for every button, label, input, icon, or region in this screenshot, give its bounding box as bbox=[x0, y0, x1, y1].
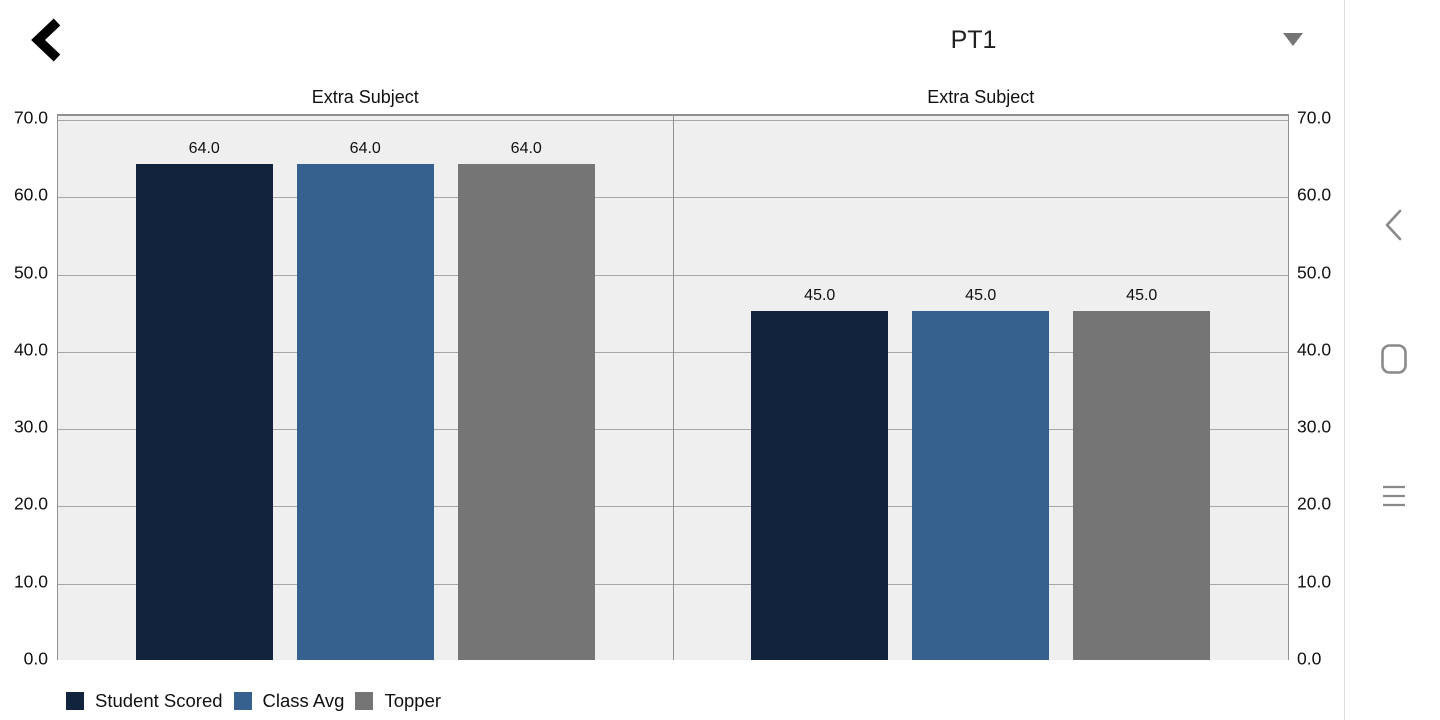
bar-value-label: 45.0 bbox=[1126, 287, 1158, 305]
legend-item: Class Avg bbox=[233, 690, 345, 712]
y-axis-tick: 50.0 bbox=[1297, 262, 1332, 283]
exam-selector-value: PT1 bbox=[950, 26, 997, 54]
y-axis-tick: 20.0 bbox=[1297, 493, 1332, 514]
y-axis-tick: 40.0 bbox=[1297, 339, 1332, 360]
bar-value-label: 64.0 bbox=[510, 140, 542, 158]
back-button[interactable] bbox=[18, 10, 74, 70]
bar-group: 45.0 45.0 45.0 bbox=[674, 287, 1289, 660]
legend-swatch bbox=[233, 692, 252, 710]
bar-topper[interactable]: 45.0 bbox=[1073, 287, 1211, 660]
caret-down-icon bbox=[1283, 33, 1303, 46]
panel-title: Extra Subject bbox=[311, 87, 419, 107]
y-axis-tick: 40.0 bbox=[13, 339, 48, 360]
legend-label: Class Avg bbox=[262, 690, 345, 711]
bar-value-label: 45.0 bbox=[965, 287, 997, 305]
nav-recents-button[interactable] bbox=[1360, 462, 1428, 530]
y-axis-tick: 0.0 bbox=[1297, 648, 1322, 669]
bar-topper[interactable]: 64.0 bbox=[457, 140, 595, 660]
y-axis-tick: 50.0 bbox=[13, 262, 48, 283]
legend-item: Student Scored bbox=[66, 690, 223, 712]
nav-bar-divider bbox=[1344, 0, 1345, 720]
gridline bbox=[673, 274, 1288, 276]
nav-back-icon bbox=[1385, 209, 1402, 241]
nav-back-button[interactable] bbox=[1360, 191, 1428, 259]
nav-home-button[interactable] bbox=[1360, 325, 1428, 393]
bar-value-label: 64.0 bbox=[349, 140, 381, 158]
legend-item: Topper bbox=[355, 690, 441, 712]
y-axis-tick: 70.0 bbox=[1297, 107, 1332, 128]
y-axis-tick: 30.0 bbox=[13, 416, 48, 437]
y-axis-tick: 10.0 bbox=[1297, 571, 1332, 592]
nav-recents-icon bbox=[1383, 485, 1405, 507]
y-axis-tick: 30.0 bbox=[1297, 416, 1332, 437]
y-axis-left: 70.0 60.0 50.0 40.0 30.0 20.0 10.0 0.0 bbox=[0, 0, 48, 720]
legend-swatch bbox=[66, 692, 84, 710]
y-axis-tick: 20.0 bbox=[13, 493, 48, 514]
legend-label: Student Scored bbox=[95, 690, 223, 711]
gridline bbox=[673, 120, 1288, 121]
y-axis-tick: 0.0 bbox=[23, 648, 48, 669]
panel-title: Extra Subject bbox=[927, 87, 1035, 107]
back-arrow-icon bbox=[31, 18, 61, 62]
y-axis-tick: 10.0 bbox=[13, 571, 48, 592]
y-axis-tick: 60.0 bbox=[1297, 184, 1332, 205]
y-axis-tick: 70.0 bbox=[13, 107, 48, 128]
bar-student-scored[interactable]: 45.0 bbox=[751, 287, 889, 660]
bar-value-label: 64.0 bbox=[188, 140, 220, 158]
gridline bbox=[673, 197, 1288, 199]
y-axis-tick: 60.0 bbox=[13, 184, 48, 205]
legend-label: Topper bbox=[384, 690, 442, 711]
chart-panel: Extra Subject 64.0 64.0 64.0 bbox=[58, 87, 673, 660]
bar-class-avg[interactable]: 64.0 bbox=[296, 140, 434, 660]
nav-home-icon bbox=[1381, 344, 1407, 374]
chart-legend: Student Scored Class Avg Topper bbox=[66, 690, 441, 712]
gridline bbox=[58, 120, 673, 121]
bar-chart: Extra Subject 64.0 64.0 64.0 Extra Subject 45… bbox=[57, 87, 1289, 660]
legend-swatch bbox=[355, 692, 374, 710]
exam-selector-dropdown[interactable]: PT1 bbox=[627, 12, 1320, 68]
bar-class-avg[interactable]: 45.0 bbox=[912, 287, 1050, 660]
chart-panel: Extra Subject 45.0 45.0 45.0 bbox=[672, 87, 1289, 660]
bar-group: 64.0 64.0 64.0 bbox=[58, 140, 673, 660]
bar-value-label: 45.0 bbox=[804, 287, 836, 305]
bar-student-scored[interactable]: 64.0 bbox=[135, 140, 273, 660]
y-axis-right: 70.0 60.0 50.0 40.0 30.0 20.0 10.0 0.0 bbox=[1297, 0, 1347, 720]
